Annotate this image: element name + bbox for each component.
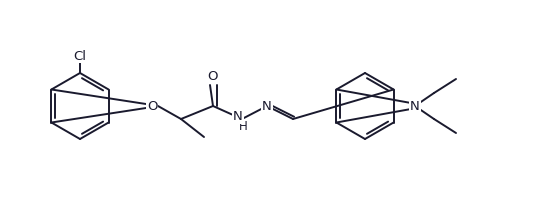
Text: O: O [147, 99, 157, 113]
Text: N: N [233, 110, 243, 124]
Text: N: N [262, 99, 272, 113]
Text: Cl: Cl [73, 49, 86, 63]
Text: N: N [410, 99, 420, 113]
Text: O: O [208, 70, 218, 82]
Text: H: H [239, 120, 248, 132]
